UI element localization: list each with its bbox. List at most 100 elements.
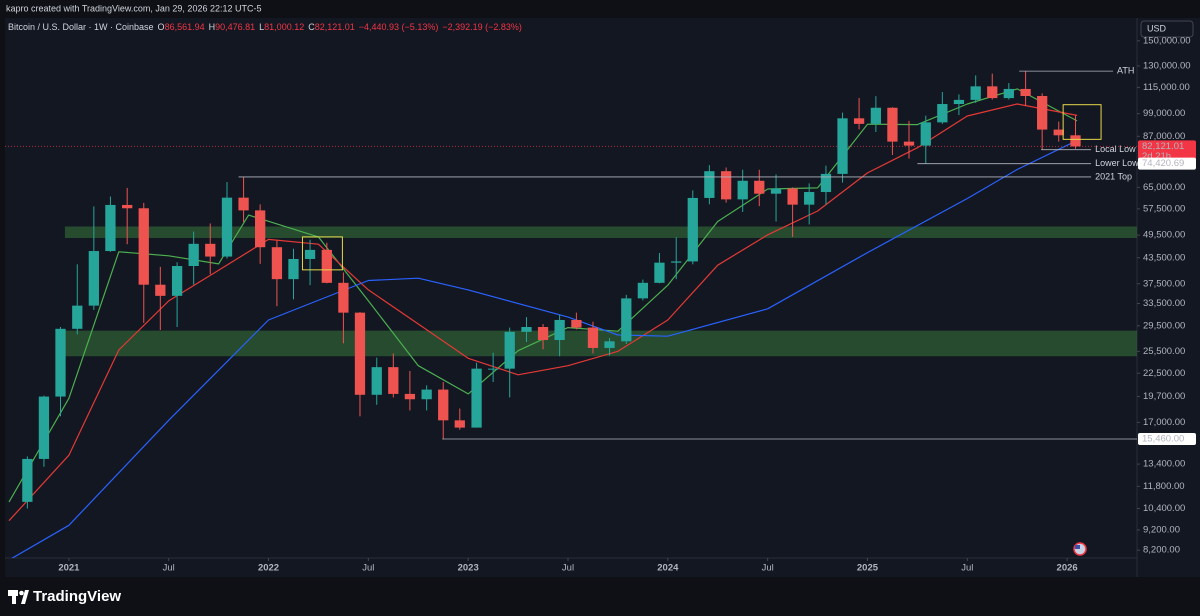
y-tick-label: 8,200.00: [1143, 545, 1180, 556]
y-tick-label: 10,400.00: [1143, 503, 1185, 514]
candle-body: [421, 389, 432, 400]
y-tick-label: 25,500.00: [1143, 346, 1185, 357]
flag-icon-canton: [1075, 545, 1080, 549]
y-tick-label: 17,000.00: [1143, 417, 1185, 428]
legend-key: O: [158, 22, 165, 32]
moving-average: [8, 103, 1078, 522]
overlay: ATH Local Low Lower Low 2021 Top: [238, 66, 1139, 440]
candle-body: [1003, 88, 1014, 99]
candle-body: [604, 341, 615, 348]
y-tick-label: 99,000.00: [1143, 108, 1185, 119]
y-tick-label: 29,500.00: [1143, 320, 1185, 331]
candle-body: [704, 171, 715, 198]
candle-body: [970, 86, 981, 100]
candle-body: [72, 305, 83, 329]
logo-dot: [19, 590, 24, 596]
candle-body: [371, 367, 382, 395]
y-tick-label: 13,400.00: [1143, 459, 1185, 470]
legend-change: −2,392.19 (−2.83%): [442, 22, 522, 32]
y-tick-label: 11,800.00: [1143, 481, 1185, 492]
currency-button[interactable]: [1140, 20, 1194, 38]
candle-body: [338, 282, 349, 313]
candle-body: [488, 368, 499, 370]
logo-stem: [12, 590, 16, 604]
candle-body: [271, 247, 283, 280]
y-tick-label: 43,500.00: [1143, 252, 1185, 263]
candle-body: [770, 188, 782, 194]
plot-background: [5, 18, 1137, 577]
level-label: Local Low: [1095, 144, 1136, 154]
candle-body: [171, 266, 183, 296]
candle-body: [122, 204, 133, 209]
support-zone: [64, 226, 1137, 238]
y-tick-label: 130,000.00: [1143, 60, 1191, 71]
candle-body: [537, 326, 549, 341]
y-tick-label: 37,500.00: [1143, 278, 1185, 289]
candle-body: [438, 389, 449, 421]
y-tick-label: 57,500.00: [1143, 203, 1185, 214]
flag-icon: [1073, 542, 1087, 556]
candle-body: [987, 86, 998, 99]
candle-body: [1070, 135, 1081, 147]
legend-key: C: [308, 22, 315, 32]
candle-body: [321, 249, 332, 283]
candle-body: [155, 284, 166, 296]
y-tick-label: 150,000.00: [1143, 35, 1191, 46]
x-tick-label: 2026: [1057, 563, 1078, 574]
candle-body: [554, 319, 565, 341]
candle-body: [820, 173, 832, 193]
y-tick-label: 9,200.00: [1143, 524, 1180, 535]
x-tick-label: Jul: [961, 563, 973, 574]
candle-body: [454, 420, 465, 428]
y-tick-label: 22,500.00: [1143, 368, 1185, 379]
price-tag: [1138, 433, 1196, 446]
support-zone: [64, 330, 1137, 357]
legend-symbol: Bitcoin / U.S. Dollar · 1W · Coinbase: [8, 22, 154, 32]
candle-body: [404, 393, 416, 400]
legend-value: 86,561.94: [165, 22, 205, 32]
candle-body: [105, 204, 116, 252]
x-tick-label: Jul: [362, 563, 374, 574]
brand-name: TradingView: [33, 588, 121, 605]
candle-body: [621, 298, 632, 342]
candle-body: [205, 243, 216, 257]
candle-body: [1037, 95, 1048, 130]
candle-body: [571, 319, 582, 328]
y-tick-label: 33,500.00: [1143, 298, 1185, 309]
candle-body: [953, 99, 965, 105]
candle-body: [388, 367, 399, 394]
x-tick-label: Jul: [762, 563, 774, 574]
currency-label: USD: [1147, 23, 1167, 33]
logo-slash: [21, 590, 29, 604]
candle-body: [354, 312, 366, 395]
candle-body: [188, 243, 199, 267]
x-tick-label: 2024: [657, 563, 679, 574]
price-tag-countdown: 2d 21h: [1142, 151, 1171, 162]
candle-body: [671, 261, 682, 263]
price-tag-label: 74,420.69: [1142, 158, 1184, 169]
legend: Bitcoin / U.S. Dollar · 1W · Coinbase O86…: [8, 22, 522, 32]
candle-body: [88, 251, 99, 306]
candle-body: [504, 331, 515, 369]
y-tick-label: 65,000.00: [1143, 182, 1185, 193]
candle-body: [138, 208, 149, 285]
candle-body: [304, 249, 316, 259]
legend-value: 81,000.12: [264, 22, 304, 32]
candle-body: [38, 396, 50, 459]
x-tick-label: 2022: [258, 563, 279, 574]
moving-average: [11, 139, 1078, 558]
y-tick-label: 49,500.00: [1143, 230, 1185, 241]
candle-body: [737, 180, 748, 200]
plot: [5, 71, 1137, 558]
legend-key: L: [259, 22, 264, 32]
price-axis: [1137, 18, 1200, 577]
legend-value: 90,476.81: [215, 22, 255, 32]
candle-body: [903, 141, 915, 146]
candle-body: [22, 458, 33, 502]
candle-body: [870, 107, 881, 124]
candle-body: [238, 197, 249, 211]
level-label: ATH: [1117, 66, 1134, 76]
candle-body: [471, 368, 482, 428]
